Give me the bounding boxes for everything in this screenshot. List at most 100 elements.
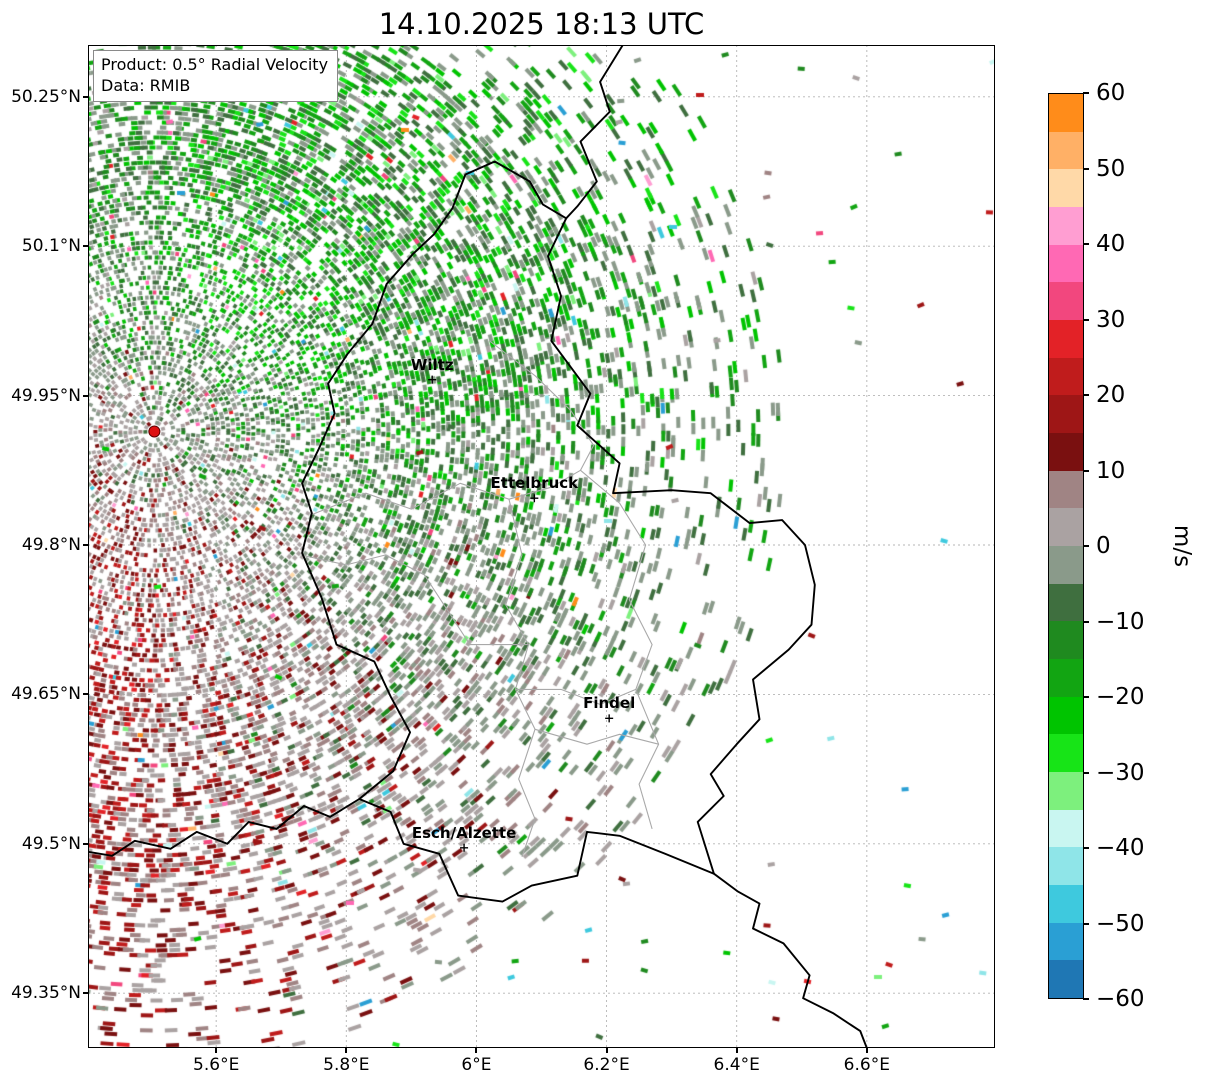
colorbar-segment <box>1049 169 1083 208</box>
radar-velocity-canvas <box>88 45 995 1048</box>
x-axis-tick-label: 6.4°E <box>713 1055 760 1075</box>
y-axis-tick-label: 49.35°N <box>11 983 81 1004</box>
y-axis-tick-mark <box>83 842 88 845</box>
colorbar-tick-mark <box>1083 469 1089 472</box>
colorbar-segment <box>1049 772 1083 810</box>
data-source-line: Data: RMIB <box>101 76 191 96</box>
colorbar-segment <box>1049 244 1083 283</box>
product-line: Product: 0.5° Radial Velocity <box>101 55 329 74</box>
colorbar-tick-label: −30 <box>1096 759 1145 786</box>
y-axis-tick-mark <box>83 394 88 397</box>
colorbar-tick-mark <box>1083 620 1089 623</box>
radar-site-dot <box>148 425 161 438</box>
plot-title: 14.10.2025 18:13 UTC <box>378 7 705 41</box>
colorbar-segment <box>1049 922 1083 961</box>
borders-layer <box>88 45 868 1048</box>
y-axis-tick-mark <box>83 693 88 696</box>
colorbar-segment <box>1049 282 1083 321</box>
colorbar-unit-label: m/s <box>1169 524 1195 568</box>
colorbar-segment <box>1049 583 1083 622</box>
colorbar-segment <box>1049 131 1083 170</box>
colorbar-tick-mark <box>1083 318 1089 321</box>
x-axis-tick-label: 6°E <box>461 1055 492 1075</box>
x-axis-tick-label: 5.8°E <box>323 1055 370 1075</box>
x-axis-tick-mark <box>345 1048 348 1053</box>
colorbar-segment <box>1049 960 1083 999</box>
colorbar-tick-label: 20 <box>1096 382 1126 408</box>
x-axis-tick-mark <box>605 1048 608 1053</box>
colorbar-segment <box>1049 320 1083 358</box>
x-axis-tick-mark <box>865 1048 868 1053</box>
regional-border-path <box>619 502 660 830</box>
y-axis-tick-label: 50.1°N <box>21 236 81 257</box>
colorbar-tick-mark <box>1083 167 1089 170</box>
y-axis-tick-mark <box>83 544 88 546</box>
colorbar-tick-label: 60 <box>1096 80 1126 106</box>
colorbar-segment <box>1049 809 1083 848</box>
colorbar-segment <box>1049 357 1083 396</box>
country-border-path <box>712 872 868 1048</box>
regional-border-path <box>534 728 659 745</box>
colorbar-tick-mark <box>1083 696 1089 698</box>
colorbar-tick-mark <box>1083 92 1089 94</box>
x-axis-tick-mark <box>215 1048 218 1053</box>
colorbar-tick-label: 10 <box>1096 457 1126 484</box>
y-axis-tick-label: 50.25°N <box>11 86 81 107</box>
regional-border-path <box>489 340 595 471</box>
colorbar-tick-label: −50 <box>1096 910 1145 937</box>
colorbar-segment <box>1049 433 1083 471</box>
colorbar-tick-mark <box>1083 243 1089 245</box>
colorbar-tick-label: −20 <box>1096 684 1145 710</box>
x-axis-tick-mark <box>475 1048 478 1053</box>
colorbar-tick-mark <box>1083 922 1089 925</box>
regional-border-path <box>505 499 536 857</box>
colorbar-tick-mark <box>1083 545 1089 547</box>
colorbar-tick-label: −60 <box>1096 986 1145 1012</box>
y-axis-tick-label: 49.8°N <box>21 535 81 555</box>
x-axis-tick-mark <box>735 1048 738 1053</box>
city-marker-cross <box>460 843 469 852</box>
velocity-colorbar <box>1048 93 1084 999</box>
colorbar-tick-mark <box>1083 394 1089 396</box>
colorbar-tick-label: 0 <box>1096 533 1111 559</box>
y-axis-tick-label: 49.95°N <box>11 385 81 406</box>
country-border-path <box>88 798 361 857</box>
colorbar-tick-mark <box>1083 771 1089 774</box>
x-axis-tick-label: 6.6°E <box>843 1055 890 1075</box>
colorbar-segment <box>1049 885 1083 923</box>
colorbar-segment <box>1049 470 1083 509</box>
colorbar-segment <box>1049 546 1083 584</box>
y-axis-tick-mark <box>83 992 88 995</box>
colorbar-tick-mark <box>1083 847 1089 849</box>
x-axis-tick-label: 5.6°E <box>193 1055 240 1075</box>
regional-border-path <box>310 469 620 516</box>
country-border-path <box>301 160 816 903</box>
colorbar-tick-label: −10 <box>1096 608 1145 635</box>
city-marker-cross <box>530 494 539 503</box>
colorbar-segment <box>1049 847 1083 886</box>
city-marker-cross <box>428 375 437 384</box>
colorbar-segment <box>1049 508 1083 547</box>
regional-border-path <box>300 554 529 646</box>
colorbar-segments <box>1049 94 1083 999</box>
colorbar-tick-mark <box>1083 998 1089 1000</box>
y-axis-tick-mark <box>83 245 88 248</box>
colorbar-segment <box>1049 395 1083 434</box>
colorbar-tick-label: −40 <box>1096 835 1145 861</box>
country-border-path <box>565 45 624 220</box>
colorbar-tick-label: 30 <box>1096 306 1126 333</box>
map-plot-area: Wiltz Ettelbruck Findel Esch/Alzette Produc… <box>88 45 995 1048</box>
colorbar-segment <box>1049 94 1083 132</box>
colorbar-segment <box>1049 621 1083 660</box>
y-axis-tick-label: 49.65°N <box>11 684 81 705</box>
colorbar-segment <box>1049 734 1083 773</box>
colorbar-tick-label: 50 <box>1096 155 1126 182</box>
colorbar-tick-label: 40 <box>1096 231 1126 257</box>
city-marker-cross <box>605 714 614 723</box>
x-axis-tick-label: 6.2°E <box>583 1055 630 1075</box>
product-info-box: Product: 0.5° Radial Velocity Data: RMIB <box>93 50 339 103</box>
y-axis-tick-mark <box>83 95 88 98</box>
y-axis-tick-label: 49.5°N <box>21 833 81 854</box>
colorbar-segment <box>1049 696 1083 735</box>
